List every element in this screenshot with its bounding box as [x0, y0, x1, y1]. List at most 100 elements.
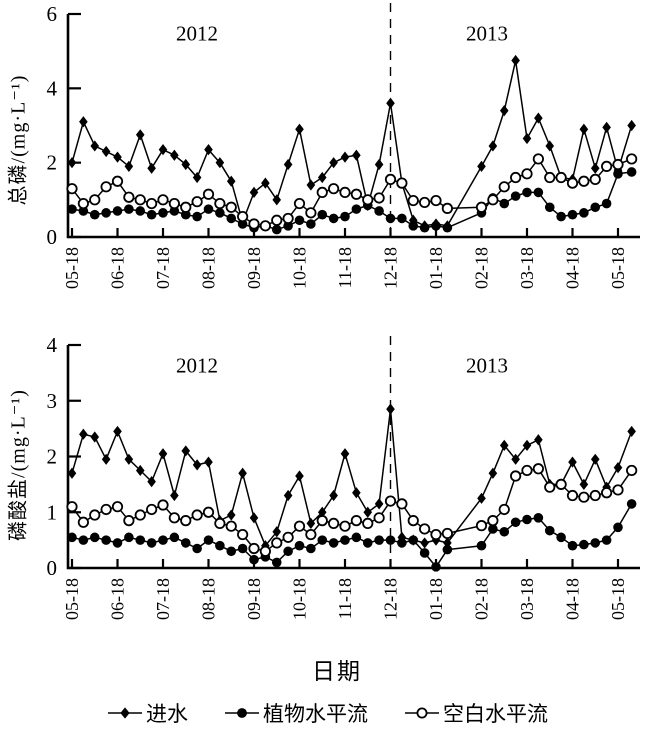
data-point-filled-circle — [442, 222, 453, 233]
data-point-open-circle — [134, 194, 146, 206]
data-point-filled-diamond — [590, 453, 600, 465]
data-point-filled-circle — [271, 557, 282, 568]
x-tick-label: 03-18 — [517, 578, 537, 620]
data-point-filled-diamond — [329, 489, 338, 502]
data-point-filled-circle — [488, 524, 498, 534]
bottom-chart-y-axis-title: 磷酸盐/(mg·L⁻¹) — [7, 389, 30, 541]
data-point-filled-diamond — [579, 123, 589, 135]
data-point-open-circle — [123, 515, 135, 527]
data-point-filled-circle — [579, 539, 589, 550]
data-point-open-circle — [305, 528, 317, 541]
data-point-filled-circle — [317, 209, 328, 220]
data-point-open-circle — [225, 201, 237, 213]
data-point-filled-circle — [215, 208, 225, 218]
data-point-filled-diamond — [204, 456, 213, 468]
y-tick-label: 3 — [47, 389, 58, 413]
data-point-open-circle — [146, 197, 158, 210]
data-point-open-circle — [191, 509, 203, 521]
data-point-filled-circle — [544, 525, 555, 536]
data-point-filled-circle — [499, 198, 510, 209]
data-point-open-circle — [100, 181, 112, 193]
y-tick-label: 0 — [47, 225, 58, 249]
data-point-open-circle — [407, 194, 419, 207]
data-point-open-circle — [498, 503, 510, 516]
data-point-filled-diamond — [113, 151, 122, 163]
data-point-filled-diamond — [67, 157, 77, 169]
x-tick-label: 08-18 — [199, 247, 219, 289]
data-point-open-circle — [419, 523, 431, 535]
data-point-filled-circle — [431, 562, 441, 572]
data-point-open-circle — [66, 183, 78, 195]
data-point-filled-circle — [215, 540, 225, 551]
data-point-filled-diamond — [568, 456, 577, 468]
data-point-open-circle — [89, 194, 101, 206]
x-tick-label: 03-18 — [517, 247, 537, 289]
data-point-filled-diamond — [283, 158, 293, 171]
data-point-filled-diamond — [627, 425, 636, 438]
data-point-filled-circle — [306, 543, 316, 554]
data-point-filled-circle — [112, 538, 123, 548]
data-point-filled-circle — [374, 535, 384, 545]
legend: 进水 植物水平流 空白水平流 — [0, 699, 655, 727]
data-point-filled-circle — [146, 538, 157, 548]
data-point-filled-circle — [510, 517, 521, 528]
x-tick-label: 06-18 — [108, 247, 128, 289]
data-point-open-circle — [328, 517, 340, 530]
data-point-filled-diamond — [613, 462, 623, 474]
data-point-filled-circle — [328, 538, 339, 548]
data-point-filled-diamond — [181, 158, 191, 171]
data-point-filled-circle — [419, 548, 430, 558]
data-point-filled-diamond — [261, 177, 270, 189]
data-point-open-circle — [111, 175, 124, 187]
data-point-open-circle — [487, 194, 499, 206]
data-point-filled-circle — [328, 213, 339, 224]
data-point-filled-circle — [306, 219, 316, 229]
data-point-filled-circle — [158, 208, 168, 218]
data-point-filled-circle — [192, 211, 202, 222]
data-point-open-circle — [328, 183, 340, 195]
data-point-filled-circle — [397, 213, 407, 224]
data-point-filled-diamond — [295, 123, 304, 135]
data-point-filled-circle — [567, 540, 578, 551]
data-point-open-circle — [384, 173, 397, 185]
data-point-filled-circle — [351, 532, 362, 543]
data-point-filled-diamond — [340, 151, 350, 163]
x-tick-label: 05-18 — [62, 578, 82, 620]
data-point-filled-circle — [67, 204, 77, 214]
y-tick-label: 4 — [47, 76, 58, 100]
data-point-filled-circle — [203, 535, 214, 545]
data-point-filled-circle — [112, 206, 123, 216]
y-tick-label: 6 — [47, 2, 58, 26]
x-tick-label: 02-18 — [472, 247, 492, 289]
data-point-open-circle — [475, 201, 488, 213]
x-tick-label: 01-18 — [426, 578, 446, 620]
data-point-open-circle — [487, 515, 499, 527]
data-point-open-circle — [578, 175, 590, 187]
data-point-filled-diamond — [306, 517, 316, 529]
data-point-open-circle — [339, 520, 351, 532]
data-point-open-circle — [134, 509, 146, 521]
data-point-open-circle — [510, 470, 522, 482]
data-point-open-circle — [77, 197, 89, 210]
data-point-filled-diamond — [317, 506, 327, 518]
data-point-open-circle — [626, 464, 638, 477]
data-point-filled-circle — [124, 204, 134, 214]
y-tick-label: 4 — [47, 333, 58, 357]
data-point-filled-diamond — [158, 144, 168, 156]
data-point-open-circle — [578, 491, 590, 503]
data-point-filled-diamond — [579, 478, 589, 490]
data-point-open-circle — [532, 153, 544, 165]
data-point-filled-diamond — [272, 194, 282, 206]
data-point-open-circle — [521, 168, 533, 180]
data-point-filled-diamond — [306, 179, 316, 191]
data-point-open-circle — [293, 197, 306, 210]
data-point-filled-diamond — [90, 140, 100, 152]
data-point-open-circle — [521, 464, 533, 477]
top-chart-y-axis-title: 总磷/(mg·L⁻¹) — [7, 74, 30, 206]
x-tick-label: 11-18 — [335, 578, 355, 619]
data-point-filled-diamond — [272, 526, 282, 538]
x-tick-label: 04-18 — [563, 247, 583, 289]
data-point-filled-circle — [294, 540, 305, 551]
data-point-filled-diamond — [79, 116, 88, 128]
data-point-filled-circle — [431, 221, 441, 231]
